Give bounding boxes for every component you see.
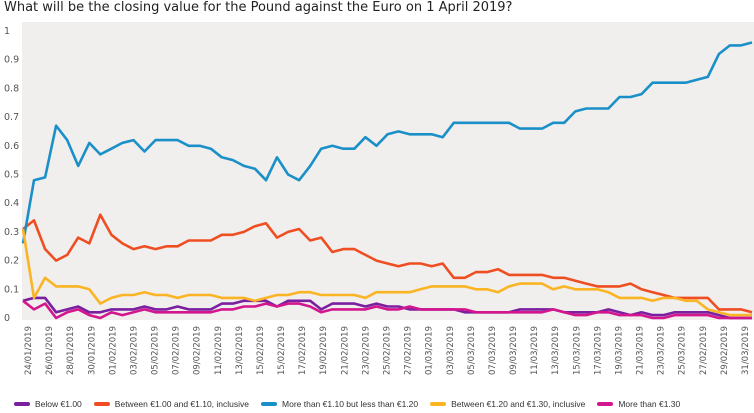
legend-item: Between €1.20 and €1.30, inclusive [430,399,585,409]
y-tick-label: 1 [4,26,10,37]
series-line-3 [21,41,753,244]
y-tick-label: 0.3 [4,227,19,238]
x-tick-label: 30/01/2019 [87,326,97,375]
x-tick-label: 15/02/2019 [277,326,287,375]
y-tick-label: 0.2 [4,256,19,267]
y-tick-label: 0.4 [4,198,19,209]
x-tick-label: 26/01/2019 [45,326,55,375]
x-tick-label: 09/03/2019 [509,326,519,375]
x-tick-label: 29/02/2019 [720,326,730,375]
y-tick-label: 0.6 [4,141,19,152]
x-tick-label: 11/02/2019 [214,326,224,375]
x-tick-label: 15/03/2019 [572,326,582,375]
x-tick-label: 19/03/2019 [614,326,624,375]
x-tick-label: 25/02/2019 [383,326,393,375]
x-tick-label: 27/02/2019 [404,326,414,375]
legend-item: Between €1.00 and €1.10, inclusive [93,399,250,409]
legend-swatch [430,402,447,406]
legend-swatch [14,402,30,406]
legend-item: Below €1.00 [14,399,82,409]
x-tick-label: 07/03/2019 [488,326,498,375]
series-line-2 [22,213,753,314]
legend-swatch [597,402,614,406]
legend-label: Between €1.20 and €1.30, inclusive [451,399,586,409]
x-tick-label: 31/03/2019 [741,326,751,375]
x-tick-label: 05/02/2019 [151,326,161,375]
x-tick-label: 17/02/2019 [298,326,308,375]
legend-swatch [93,402,110,406]
y-tick-label: 0.7 [4,112,19,123]
y-tick-label: 0 [4,313,10,324]
legend-item: More than €1.30 [597,399,680,409]
legend-label: More than €1.30 [618,399,681,409]
chart-title: What will be the closing value for the P… [4,0,513,15]
series-line-4 [21,228,752,317]
x-tick-label: 09/02/2019 [193,326,203,375]
line-chart: 0 0.1 0.2 0.3 0.4 0.5 0.6 0.7 0.8 0.9 1 24/01/2019 2… [4,22,754,375]
x-tick-label: 01/03/2019 [425,326,435,375]
x-tick-label: 19/02/2019 [319,326,329,375]
x-tick-label: 23/02/2019 [361,326,371,375]
legend-label: More than €1.10 but less than €1.20 [282,399,419,409]
x-tick-label: 23/03/2019 [657,326,667,375]
y-tick-label: 0.1 [4,284,19,295]
x-tick-label: 17/03/2019 [593,326,603,375]
legend-swatch [261,402,278,406]
x-tick-label: 21/03/2019 [636,326,646,375]
x-tick-label: 11/03/2019 [530,326,540,375]
x-tick-label: 03/03/2019 [446,326,456,375]
x-tick-label: 13/03/2019 [551,326,561,375]
x-tick-label: 27/02/2019 [699,326,709,375]
x-tick-label: 13/02/2019 [235,326,245,375]
x-tick-label: 15/02/2019 [256,326,266,375]
legend-label: Below €1.00 [35,399,82,409]
x-tick-label: 28/01/2019 [66,326,76,375]
y-tick-label: 0.8 [4,83,19,94]
y-tick-label: 0.9 [4,55,19,66]
legend-item: More than €1.10 but less than €1.20 [261,399,418,409]
x-tick-label: 03/02/2019 [129,326,139,375]
x-tick-label: 24/01/2019 [24,326,34,375]
x-tick-label: 25/03/2019 [678,326,688,375]
y-tick-label: 0.5 [4,170,19,181]
legend-label: Between €1.00 and €1.10, inclusive [114,399,250,409]
x-tick-label: 07/02/2019 [172,326,182,375]
legend: Below €1.00 Between €1.00 and €1.10, incl… [14,399,744,409]
series-line-5 [22,299,752,320]
plot-background [22,22,754,320]
x-tick-label: 05/03/2019 [467,326,477,375]
x-tick-label: 21/02/2019 [340,326,350,375]
x-tick-label: 01/02/2019 [108,326,118,375]
